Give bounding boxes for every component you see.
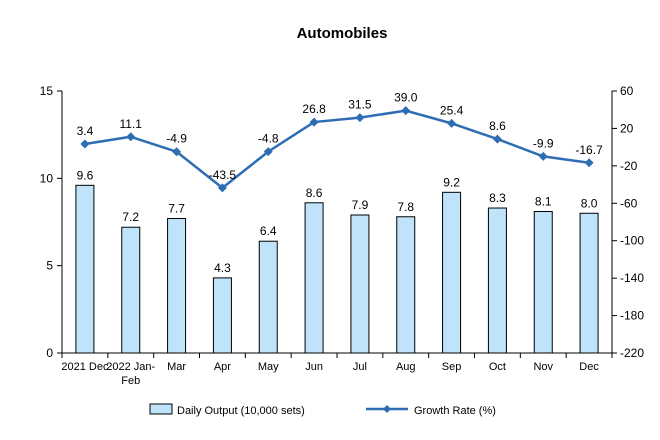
growth-rate-marker (447, 118, 457, 128)
line-data-label: -4.9 (166, 132, 187, 146)
bar-data-label: 6.4 (260, 224, 277, 238)
bar-data-label: 7.7 (168, 202, 185, 216)
bar-daily-output (75, 184, 95, 354)
bar-daily-output (121, 226, 141, 354)
right-axis-tick-label: -220 (620, 346, 644, 360)
growth-rate-marker (355, 113, 365, 123)
growth-rate-marker (263, 147, 273, 157)
bar-data-label: 9.6 (77, 168, 94, 182)
bar-daily-output (579, 212, 599, 354)
x-axis-category-label: Aug (396, 361, 416, 373)
line-data-label: -16.7 (575, 143, 603, 157)
growth-rate-marker (172, 147, 182, 157)
growth-rate-marker (538, 151, 548, 161)
right-axis-tick-label: -60 (620, 196, 638, 210)
bar-daily-output (212, 277, 232, 354)
x-axis-category-label: Nov (533, 361, 553, 373)
bar-data-label: 8.0 (581, 196, 598, 210)
line-data-label: -4.8 (258, 132, 279, 146)
left-axis-tick-label: 10 (40, 171, 54, 185)
bar-data-label: 7.2 (122, 210, 139, 224)
growth-rate-marker (401, 106, 411, 116)
bar-daily-output (304, 202, 324, 354)
right-axis-tick-label: -140 (620, 271, 644, 285)
line-data-label: 3.4 (77, 124, 94, 138)
chart-title: Automobiles (297, 25, 388, 42)
right-axis-tick-label: -100 (620, 234, 644, 248)
line-data-label: 11.1 (120, 117, 143, 131)
x-axis-category-label: Apr (214, 361, 231, 373)
bar-daily-output (258, 240, 278, 354)
growth-rate-marker (584, 158, 594, 168)
bar-data-label: 8.1 (535, 195, 552, 209)
line-data-label: -9.9 (533, 136, 554, 150)
bar-daily-output (396, 216, 416, 354)
right-axis-tick-label: 60 (620, 84, 634, 98)
legend-label-daily-output: Daily Output (10,000 sets) (177, 405, 305, 417)
bar-data-label: 4.3 (214, 261, 231, 275)
line-data-label: 26.8 (302, 102, 326, 116)
bar-daily-output (167, 218, 187, 354)
bar-series (75, 184, 599, 354)
bar-data-label: 8.3 (489, 191, 506, 205)
bar-daily-output (350, 214, 370, 354)
growth-rate-marker (217, 183, 227, 193)
line-data-label: 25.4 (440, 103, 464, 117)
right-axis-tick-label: -180 (620, 309, 644, 323)
x-axis-category-label: 2022 Jan- (106, 361, 155, 373)
x-axis-category-label: Dec (579, 361, 599, 373)
growth-rate-marker (126, 132, 136, 142)
line-data-label: 31.5 (348, 98, 372, 112)
bar-data-label: 9.2 (443, 175, 460, 189)
bar-data-label: 8.6 (306, 186, 323, 200)
legend-marker-growth-rate (383, 405, 391, 413)
x-axis-category-label: Oct (489, 361, 506, 373)
right-axis-tick-label: -20 (620, 159, 638, 173)
bar-data-label: 7.9 (352, 198, 369, 212)
bar-data-label: 7.8 (397, 200, 414, 214)
legend: Daily Output (10,000 sets) Growth Rate (%… (149, 403, 496, 417)
left-axis-tick-label: 0 (46, 346, 53, 360)
right-axis-tick-label: 20 (620, 121, 634, 135)
x-axis-category-label: 2021 Dec (61, 361, 109, 373)
x-axis-category-label: Mar (167, 361, 186, 373)
x-axis-category-label: Jun (305, 361, 323, 373)
line-data-label: -43.5 (209, 168, 237, 182)
growth-rate-line (84, 109, 590, 190)
legend-swatch-daily-output (149, 403, 173, 415)
growth-rate-marker (309, 117, 319, 127)
bar-daily-output (533, 211, 553, 354)
bar-daily-output (442, 191, 462, 354)
x-axis-category-label: Feb (121, 375, 140, 387)
line-series (80, 106, 594, 193)
left-axis-tick-label: 5 (46, 259, 53, 273)
x-axis-category-label: May (258, 361, 279, 373)
x-axis-category-label: Jul (353, 361, 367, 373)
line-data-label: 39.0 (394, 91, 418, 105)
line-data-label: 8.6 (489, 119, 506, 133)
data-labels: 9.6 7.2 7.7 4.3 6.4 8.6 7.9 7.8 9.2 8.3 8.1 8.0 3.4 1… (77, 91, 604, 275)
growth-rate-marker (492, 134, 502, 144)
bar-daily-output (487, 207, 507, 354)
growth-rate-marker (80, 139, 90, 149)
legend-label-growth-rate: Growth Rate (%) (414, 405, 496, 417)
axes-group: 0 5 10 15 60 20 -20 -60 -100 -140 -180 -220 2021 Dec… (40, 84, 645, 387)
x-axis-category-label: Sep (442, 361, 462, 373)
left-axis-tick-label: 15 (40, 84, 54, 98)
